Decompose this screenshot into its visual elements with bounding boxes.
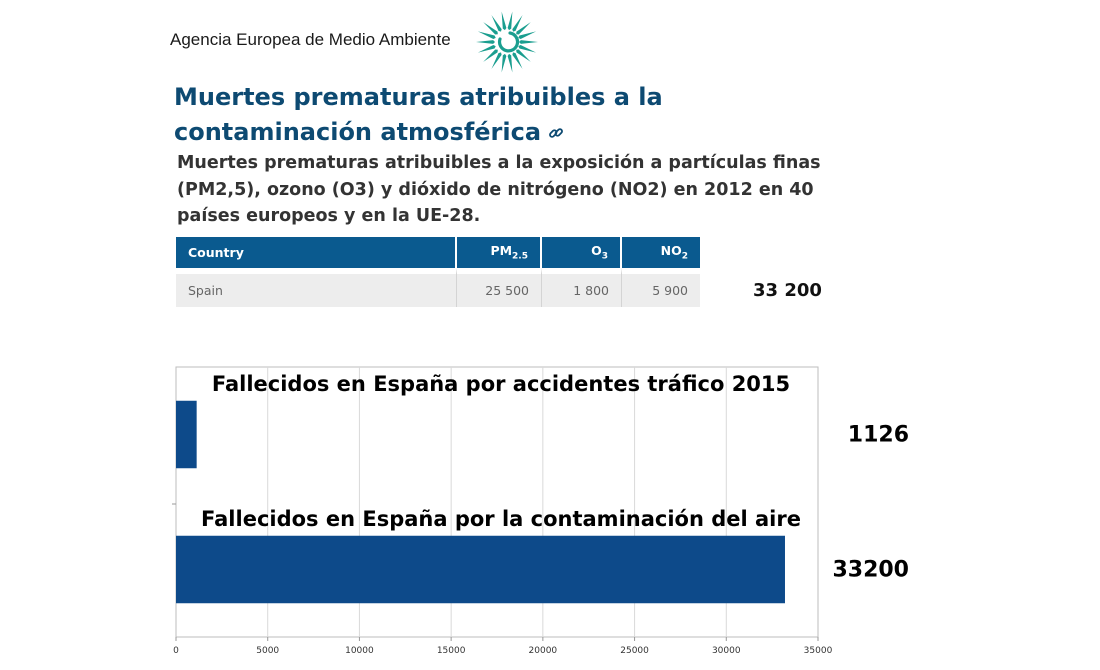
logo-ray — [507, 53, 513, 73]
deaths-table: Country PM2.5 O3 NO2 Spain 25 500 1 800 … — [176, 237, 700, 307]
cell-country: Spain — [176, 268, 457, 307]
x-tick-label: 10000 — [345, 646, 374, 656]
logo-ray — [501, 11, 507, 31]
col-country-label: Country — [188, 245, 244, 260]
logo-ray — [477, 31, 496, 39]
logo-ray — [483, 22, 498, 35]
data-label: 33200 — [832, 558, 909, 583]
logo-ray — [512, 15, 523, 32]
logo-ray — [516, 49, 531, 62]
x-tick-label: 30000 — [712, 646, 741, 656]
x-tick-label: 25000 — [620, 646, 649, 656]
col-o3-base: O — [591, 243, 602, 259]
bar — [176, 400, 197, 469]
logo-ray — [491, 52, 502, 69]
col-o3: O3 — [542, 237, 622, 268]
logo-ray — [476, 40, 495, 44]
logo-ray — [519, 40, 538, 44]
logo-ray — [483, 49, 498, 62]
col-pm25: PM2.5 — [457, 237, 542, 268]
logo-ray — [477, 45, 496, 53]
col-pm25-base: PM — [490, 243, 513, 259]
x-tick-label: 15000 — [437, 646, 466, 656]
logo-ray — [491, 15, 502, 32]
table-header-row: Country PM2.5 O3 NO2 — [176, 237, 700, 268]
col-no2: NO2 — [622, 237, 700, 268]
col-no2-sub: 2 — [681, 251, 688, 262]
x-tick-label: 5000 — [256, 646, 279, 656]
x-tick-label: 35000 — [804, 646, 833, 656]
eea-logo-icon — [476, 11, 538, 73]
x-tick-label: 20000 — [529, 646, 558, 656]
brand-name: Agencia Europea de Medio Ambiente — [170, 30, 451, 49]
logo-ray — [507, 11, 513, 31]
page-subtitle: Muertes prematuras atribuibles a la expo… — [177, 153, 821, 226]
logo-ray — [512, 52, 523, 69]
cell-no2: 5 900 — [622, 268, 700, 307]
plot-frame — [175, 366, 819, 638]
cell-o3: 1 800 — [542, 268, 622, 307]
page-title-text: Muertes prematuras atribuibles a la cont… — [174, 83, 663, 146]
col-no2-base: NO — [660, 243, 682, 259]
page-title: Muertes prematuras atribuibles a la cont… — [174, 80, 694, 150]
logo-ray — [516, 22, 531, 35]
logo-ray — [518, 45, 537, 53]
category-label: Fallecidos en España por accidentes tráf… — [212, 372, 790, 396]
logo-ray — [518, 31, 537, 39]
bar — [176, 535, 785, 604]
data-label: 1126 — [848, 423, 909, 448]
category-label: Fallecidos en España por la contaminació… — [201, 507, 801, 531]
col-pm25-sub: 2.5 — [512, 251, 528, 262]
logo-ray — [501, 53, 507, 73]
col-o3-sub: 3 — [601, 251, 608, 262]
cell-pm25: 25 500 — [457, 268, 542, 307]
total-deaths-label: 33 200 — [753, 280, 822, 301]
table-row: Spain 25 500 1 800 5 900 — [176, 268, 700, 307]
col-country: Country — [176, 237, 457, 268]
x-tick-label: 0 — [173, 646, 179, 656]
link-icon[interactable] — [547, 124, 565, 142]
